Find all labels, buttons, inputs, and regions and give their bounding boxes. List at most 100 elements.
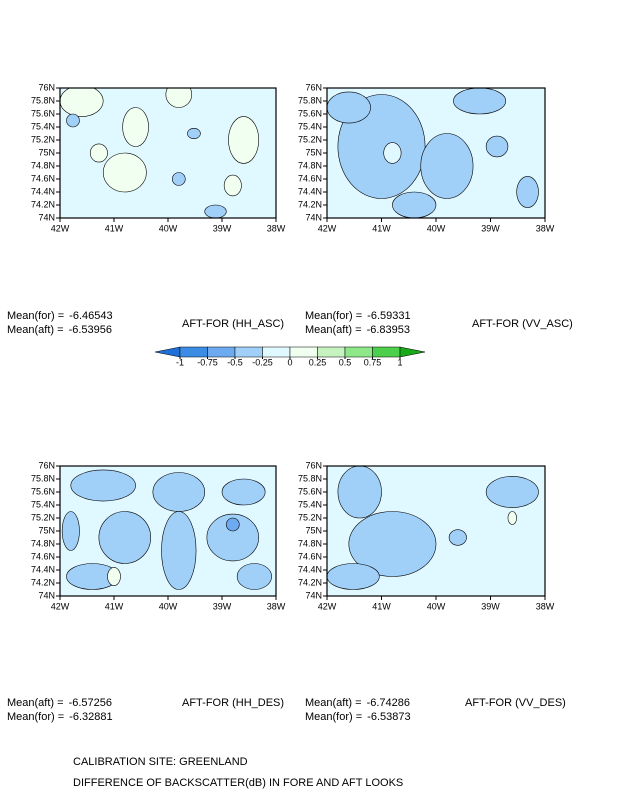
contour-region <box>226 517 240 532</box>
footer-line: DIFFERENCE OF BACKSCATTER(dB) IN FORE AN… <box>73 777 403 789</box>
y-tick-label: 74.8N <box>298 538 322 548</box>
x-tick-label: 42W <box>51 601 70 611</box>
mean-stat: Mean(for) = -6.46543 <box>7 310 113 322</box>
x-tick-label: 42W <box>51 223 70 233</box>
y-tick-label: 74.4N <box>298 564 322 574</box>
contour-region <box>221 478 266 506</box>
x-tick-label: 39W <box>481 601 500 611</box>
x-tick-label: 42W <box>318 601 337 611</box>
mean-label: Mean(aft) = <box>7 324 64 336</box>
mean-stat: Mean(for) = -6.32881 <box>7 711 113 723</box>
contour-region <box>152 472 206 512</box>
colorbar-end <box>154 346 181 358</box>
y-tick-label: 74.4N <box>31 186 55 196</box>
mean-value: -6.46543 <box>69 310 112 322</box>
colorbar-segment <box>179 346 208 358</box>
x-tick-label: 40W <box>427 601 446 611</box>
contour-region <box>161 511 197 590</box>
y-tick-label: 75.4N <box>298 499 322 509</box>
footer-line: CALIBRATION SITE: GREENLAND <box>73 756 248 768</box>
colorbar-label: -0.25 <box>252 357 273 367</box>
y-tick-label: 75.4N <box>31 499 55 509</box>
colorbar-segment <box>372 346 401 358</box>
contour-region <box>228 116 260 164</box>
mean-value: -6.83953 <box>367 324 410 336</box>
y-tick-label: 75N <box>305 525 322 535</box>
panel-title: AFT-FOR (HH_ASC) <box>182 318 284 330</box>
x-tick-label: 39W <box>213 223 232 233</box>
colorbar-label: 1 <box>397 357 402 367</box>
y-tick-label: 74.2N <box>31 199 55 209</box>
y-tick-label: 76N <box>38 82 55 92</box>
x-tick-label: 40W <box>159 223 178 233</box>
contour-region <box>453 88 507 115</box>
y-tick-label: 74.8N <box>298 160 322 170</box>
map-panel <box>327 466 545 596</box>
x-tick-label: 41W <box>372 223 391 233</box>
x-tick-label: 38W <box>267 601 286 611</box>
y-tick-label: 75.8N <box>298 95 322 105</box>
contour-region <box>485 135 509 158</box>
mean-stat: Mean(aft) = -6.53956 <box>7 324 112 336</box>
colorbar-segment <box>207 346 236 358</box>
y-tick-label: 75.4N <box>31 121 55 131</box>
x-tick-label: 42W <box>318 223 337 233</box>
y-tick-label: 74N <box>38 590 55 600</box>
mean-label: Mean(for) = <box>7 711 64 723</box>
contour-region <box>485 476 539 508</box>
mean-stat: Mean(for) = -6.53873 <box>305 711 411 723</box>
mean-value: -6.32881 <box>69 711 112 723</box>
contour-region <box>172 172 186 186</box>
y-tick-label: 74N <box>38 212 55 222</box>
x-tick-label: 39W <box>213 601 232 611</box>
y-tick-label: 75.8N <box>31 473 55 483</box>
mean-label: Mean(for) = <box>7 310 64 322</box>
y-tick-label: 74.2N <box>31 577 55 587</box>
colorbar-segment <box>317 346 346 358</box>
y-tick-label: 74.6N <box>298 551 322 561</box>
y-tick-label: 75.6N <box>31 108 55 118</box>
panel-title: AFT-FOR (VV_ASC) <box>472 318 573 330</box>
y-tick-label: 74N <box>305 212 322 222</box>
map-panel <box>60 466 276 596</box>
y-tick-label: 75.6N <box>31 486 55 496</box>
contour-region <box>70 469 136 502</box>
mean-label: Mean(aft) = <box>305 324 362 336</box>
mean-label: Mean(aft) = <box>7 697 64 709</box>
colorbar-label: -0.5 <box>227 357 243 367</box>
mean-stat: Mean(aft) = -6.74286 <box>305 697 410 709</box>
mean-value: -6.53956 <box>69 324 112 336</box>
mean-stat: Mean(aft) = -6.57256 <box>7 697 112 709</box>
y-tick-label: 75.6N <box>298 486 322 496</box>
contour-region <box>165 88 193 108</box>
y-tick-label: 75.4N <box>298 121 322 131</box>
y-tick-label: 75.2N <box>31 512 55 522</box>
colorbar-label: 0 <box>287 357 292 367</box>
contour-region <box>383 142 402 164</box>
contour-region <box>89 143 108 163</box>
contour-region <box>107 567 121 586</box>
contour-region <box>507 511 517 525</box>
contour-region <box>337 466 382 519</box>
contour-region <box>236 563 272 590</box>
mean-value: -6.57256 <box>69 697 112 709</box>
contour-region <box>516 176 539 208</box>
mean-value: -6.53873 <box>367 711 410 723</box>
y-tick-label: 75N <box>305 147 322 157</box>
y-tick-label: 74.2N <box>298 199 322 209</box>
y-tick-label: 74.6N <box>298 173 322 183</box>
mean-stat: Mean(aft) = -6.83953 <box>305 324 410 336</box>
colorbar-label: 0.75 <box>364 357 382 367</box>
x-tick-label: 41W <box>105 223 124 233</box>
y-tick-label: 74.8N <box>31 160 55 170</box>
colorbar-segment <box>344 346 373 358</box>
contour-region <box>327 563 380 590</box>
y-tick-label: 75.2N <box>298 512 322 522</box>
y-tick-label: 75.2N <box>31 134 55 144</box>
contour-region <box>66 113 80 128</box>
y-tick-label: 74.4N <box>31 564 55 574</box>
panel-title: AFT-FOR (HH_DES) <box>182 697 284 709</box>
colorbar-segment <box>289 346 318 358</box>
contour-region <box>223 174 242 197</box>
